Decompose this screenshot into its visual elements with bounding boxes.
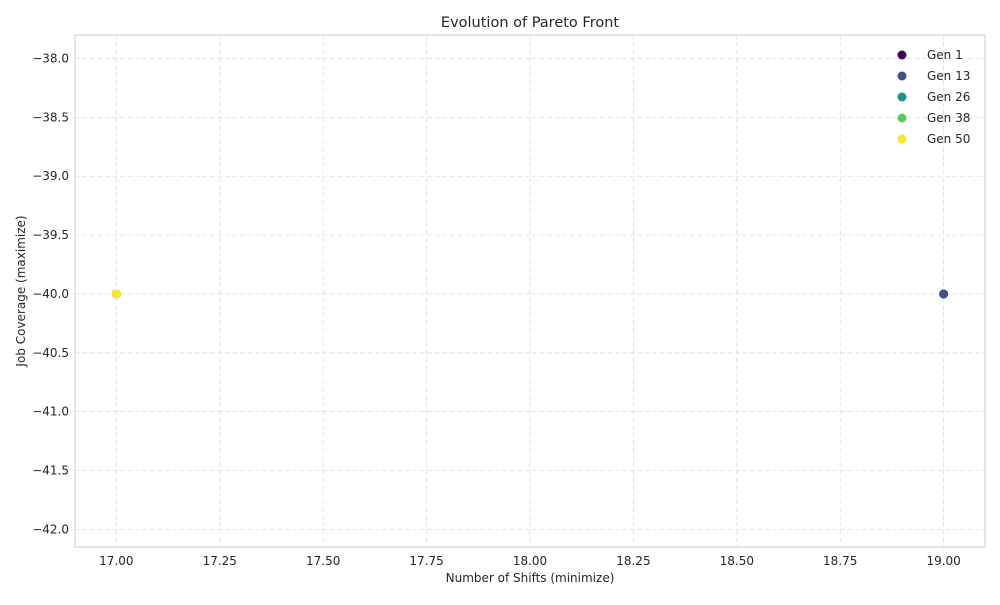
legend-marker xyxy=(897,71,907,81)
data-point-gen-50 xyxy=(111,289,121,299)
x-tick-labels: 17.00 17.25 17.50 17.75 18.00 18.25 18.50 18.75… xyxy=(99,554,961,568)
legend-marker xyxy=(897,113,907,123)
y-tick-label: −41.5 xyxy=(32,463,69,477)
legend-marker xyxy=(897,134,907,144)
x-tick-label: 17.00 xyxy=(99,554,133,568)
x-tick-label: 19.00 xyxy=(926,554,960,568)
data-point-gen-13 xyxy=(939,289,949,299)
x-tick-label: 18.00 xyxy=(513,554,547,568)
y-tick-label: −40.0 xyxy=(32,287,69,301)
x-tick-label: 18.75 xyxy=(823,554,857,568)
legend-label: Gen 26 xyxy=(927,90,970,104)
x-tick-label: 17.25 xyxy=(203,554,237,568)
y-axis-label: Job Coverage (maximize) xyxy=(14,215,28,367)
y-tick-label: −41.0 xyxy=(32,405,69,419)
legend-label: Gen 50 xyxy=(927,132,970,146)
y-tick-label: −39.5 xyxy=(32,228,69,242)
x-tick-label: 17.75 xyxy=(409,554,443,568)
legend-marker xyxy=(897,92,907,102)
y-tick-label: −38.5 xyxy=(32,110,69,124)
y-tick-label: −39.0 xyxy=(32,169,69,183)
legend-label: Gen 38 xyxy=(927,111,970,125)
grid-lines xyxy=(75,35,985,547)
legend-label: Gen 13 xyxy=(927,69,970,83)
legend-marker xyxy=(897,50,907,60)
plot-frame xyxy=(74,34,986,548)
x-tick-label: 18.50 xyxy=(720,554,754,568)
legend: Gen 1 Gen 13 Gen 26 Gen 38 Gen 50 xyxy=(897,48,970,146)
chart-title: Evolution of Pareto Front xyxy=(441,15,619,31)
y-tick-labels: −38.0 −38.5 −39.0 −39.5 −40.0 −40.5 −41.0 −41.5… xyxy=(32,52,69,537)
legend-label: Gen 1 xyxy=(927,48,963,62)
x-tick-label: 17.50 xyxy=(306,554,340,568)
y-tick-label: −42.0 xyxy=(32,522,69,536)
y-tick-label: −40.5 xyxy=(32,346,69,360)
x-axis-label: Number of Shifts (minimize) xyxy=(446,571,615,585)
y-tick-label: −38.0 xyxy=(32,52,69,66)
data-points xyxy=(111,289,949,299)
x-tick-label: 18.25 xyxy=(616,554,650,568)
